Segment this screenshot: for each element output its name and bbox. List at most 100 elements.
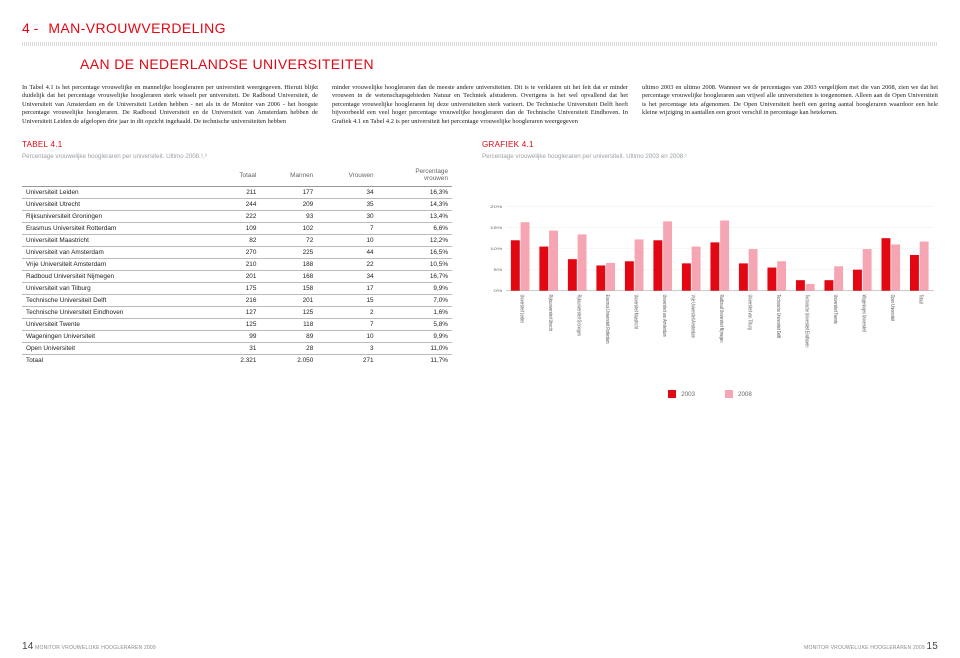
section-number: 4 - [22,20,38,36]
page-number-right: 15 [926,641,938,652]
svg-text:Universiteit Leiden: Universiteit Leiden [519,295,525,324]
table-cell: 7 [317,319,377,331]
table-row: Technische Universiteit Eindhoven1271252… [22,307,452,319]
table-cell: 2 [317,307,377,319]
table-cell: Open Universiteit [22,343,215,355]
legend-label-2003: 2003 [681,391,695,398]
table-cell: 222 [215,211,261,223]
svg-text:Universiteit Twente: Universiteit Twente [833,295,839,325]
table-cell: 10,5% [378,259,452,271]
table-cell: 244 [215,199,261,211]
table-cell: 35 [317,199,377,211]
table-cell: 168 [260,271,317,283]
table-row: Universiteit van Tilburg175158179,9% [22,283,452,295]
footer-text-right: MONITOR VROUWELIJKE HOOGLERAREN 2009 [804,645,925,651]
table-cell: 31 [215,343,261,355]
table-header: Vrouwen [317,166,377,187]
table-cell: 209 [260,199,317,211]
table-cell: 9,9% [378,331,452,343]
table-cell: 6,6% [378,223,452,235]
page-number-left: 14 [22,641,34,652]
table-cell: 16,7% [378,271,452,283]
svg-text:10%: 10% [490,247,503,252]
table-cell: Universiteit Leiden [22,187,215,199]
chart-caption: Percentage vrouwelijke hoogleraren per u… [482,153,938,160]
chart-label: GRAFIEK 4.1 [482,140,938,149]
svg-text:Universiteit van Amsterdam: Universiteit van Amsterdam [662,295,668,337]
table-cell: 201 [260,295,317,307]
table-row: Universiteit Maastricht82721012,2% [22,235,452,247]
table-header: Mannen [260,166,317,187]
body-col-1: In Tabel 4.1 is het percentage vrouwelij… [22,84,318,126]
svg-text:15%: 15% [490,226,503,231]
table-cell: 10 [317,235,377,247]
table-cell: 125 [215,319,261,331]
table-cell: Technische Universiteit Eindhoven [22,307,215,319]
table-cell: 10 [317,331,377,343]
lower-row: TotaalMannenVrouwenPercentagevrouwen Uni… [0,166,960,398]
footer: 14 MONITOR VROUWELIJKE HOOGLERAREN 2009 … [0,641,960,652]
table-cell: 5,8% [378,319,452,331]
table-cell: 14,3% [378,199,452,211]
table-row: Radboud Universiteit Nijmegen2011683416,… [22,271,452,283]
table-cell: 99 [215,331,261,343]
table-row: Rijksuniversiteit Groningen222933013,4% [22,211,452,223]
legend-swatch-2003 [668,390,676,398]
table-cell: 1,6% [378,307,452,319]
legend-item-2008: 2008 [725,390,752,398]
table-cell: 225 [260,247,317,259]
table-cell: 28 [260,343,317,355]
table-cell: 201 [215,271,261,283]
table-cell: 175 [215,283,261,295]
svg-text:Universiteit Maastricht: Universiteit Maastricht [633,295,639,330]
table-row: Open Universiteit3128311,0% [22,343,452,355]
svg-text:Vrije Universiteit Amsterdam: Vrije Universiteit Amsterdam [690,295,696,339]
table-cell: Vrije Universiteit Amsterdam [22,259,215,271]
table-cell: 16,5% [378,247,452,259]
chart-wrap: 0%5%10%15%20%Universiteit LeidenRijksuni… [482,166,938,398]
chart-area: 0%5%10%15%20%Universiteit LeidenRijksuni… [482,204,938,364]
table-cell: Wageningen Universiteit [22,331,215,343]
header-line2: AAN DE NEDERLANDSE UNIVERSITEITEN [0,46,960,72]
table-cell: 3 [317,343,377,355]
legend-item-2003: 2003 [668,390,695,398]
svg-text:20%: 20% [490,205,503,210]
legend-swatch-2008 [725,390,733,398]
table-caption: Percentage vrouwelijke hoogleraren per u… [22,153,452,160]
table-total-row: Totaal2.3212.05027111,7% [22,355,452,367]
footer-left: 14 MONITOR VROUWELIJKE HOOGLERAREN 2009 [22,641,156,652]
table-cell: 89 [260,331,317,343]
svg-text:Technische Universiteit Eindho: Technische Universiteit Eindhoven [804,295,810,348]
table-cell: 9,9% [378,283,452,295]
table-cell: 15 [317,295,377,307]
table-row: Universiteit Twente12511875,8% [22,319,452,331]
table-cell: 177 [260,187,317,199]
table-cell: 16,3% [378,187,452,199]
legend-label-2008: 2008 [738,391,752,398]
table-row: Universiteit van Amsterdam2702254416,5% [22,247,452,259]
table-cell: Universiteit van Amsterdam [22,247,215,259]
svg-text:Open Universiteit: Open Universiteit [890,295,896,322]
table-cell: 44 [317,247,377,259]
table-cell: 34 [317,271,377,283]
chart-legend: 2003 2008 [482,390,938,398]
table-cell: Totaal [22,355,215,367]
table-cell: 82 [215,235,261,247]
table-cell: 13,4% [378,211,452,223]
table-row: Wageningen Universiteit9989109,9% [22,331,452,343]
table-cell: 12,2% [378,235,452,247]
footer-right: MONITOR VROUWELIJKE HOOGLERAREN 2009 15 [804,641,938,652]
table-cell: Universiteit van Tilburg [22,283,215,295]
svg-text:Rijksuniversiteit Utrecht: Rijksuniversiteit Utrecht [548,295,554,332]
table-cell: 127 [215,307,261,319]
svg-text:Universiteit van Tilburg: Universiteit van Tilburg [747,295,753,330]
table-label: TABEL 4.1 [22,140,452,149]
table-cell: 271 [317,355,377,367]
svg-text:Radboud Universiteit Nijmegen: Radboud Universiteit Nijmegen [719,295,725,343]
table-cell: 216 [215,295,261,307]
svg-text:Rijksuniversiteit Groningen: Rijksuniversiteit Groningen [576,295,582,337]
table-cell: 109 [215,223,261,235]
table-cell: Radboud Universiteit Nijmegen [22,271,215,283]
table-row: Universiteit Leiden2111773416,3% [22,187,452,199]
table-cell: 93 [260,211,317,223]
